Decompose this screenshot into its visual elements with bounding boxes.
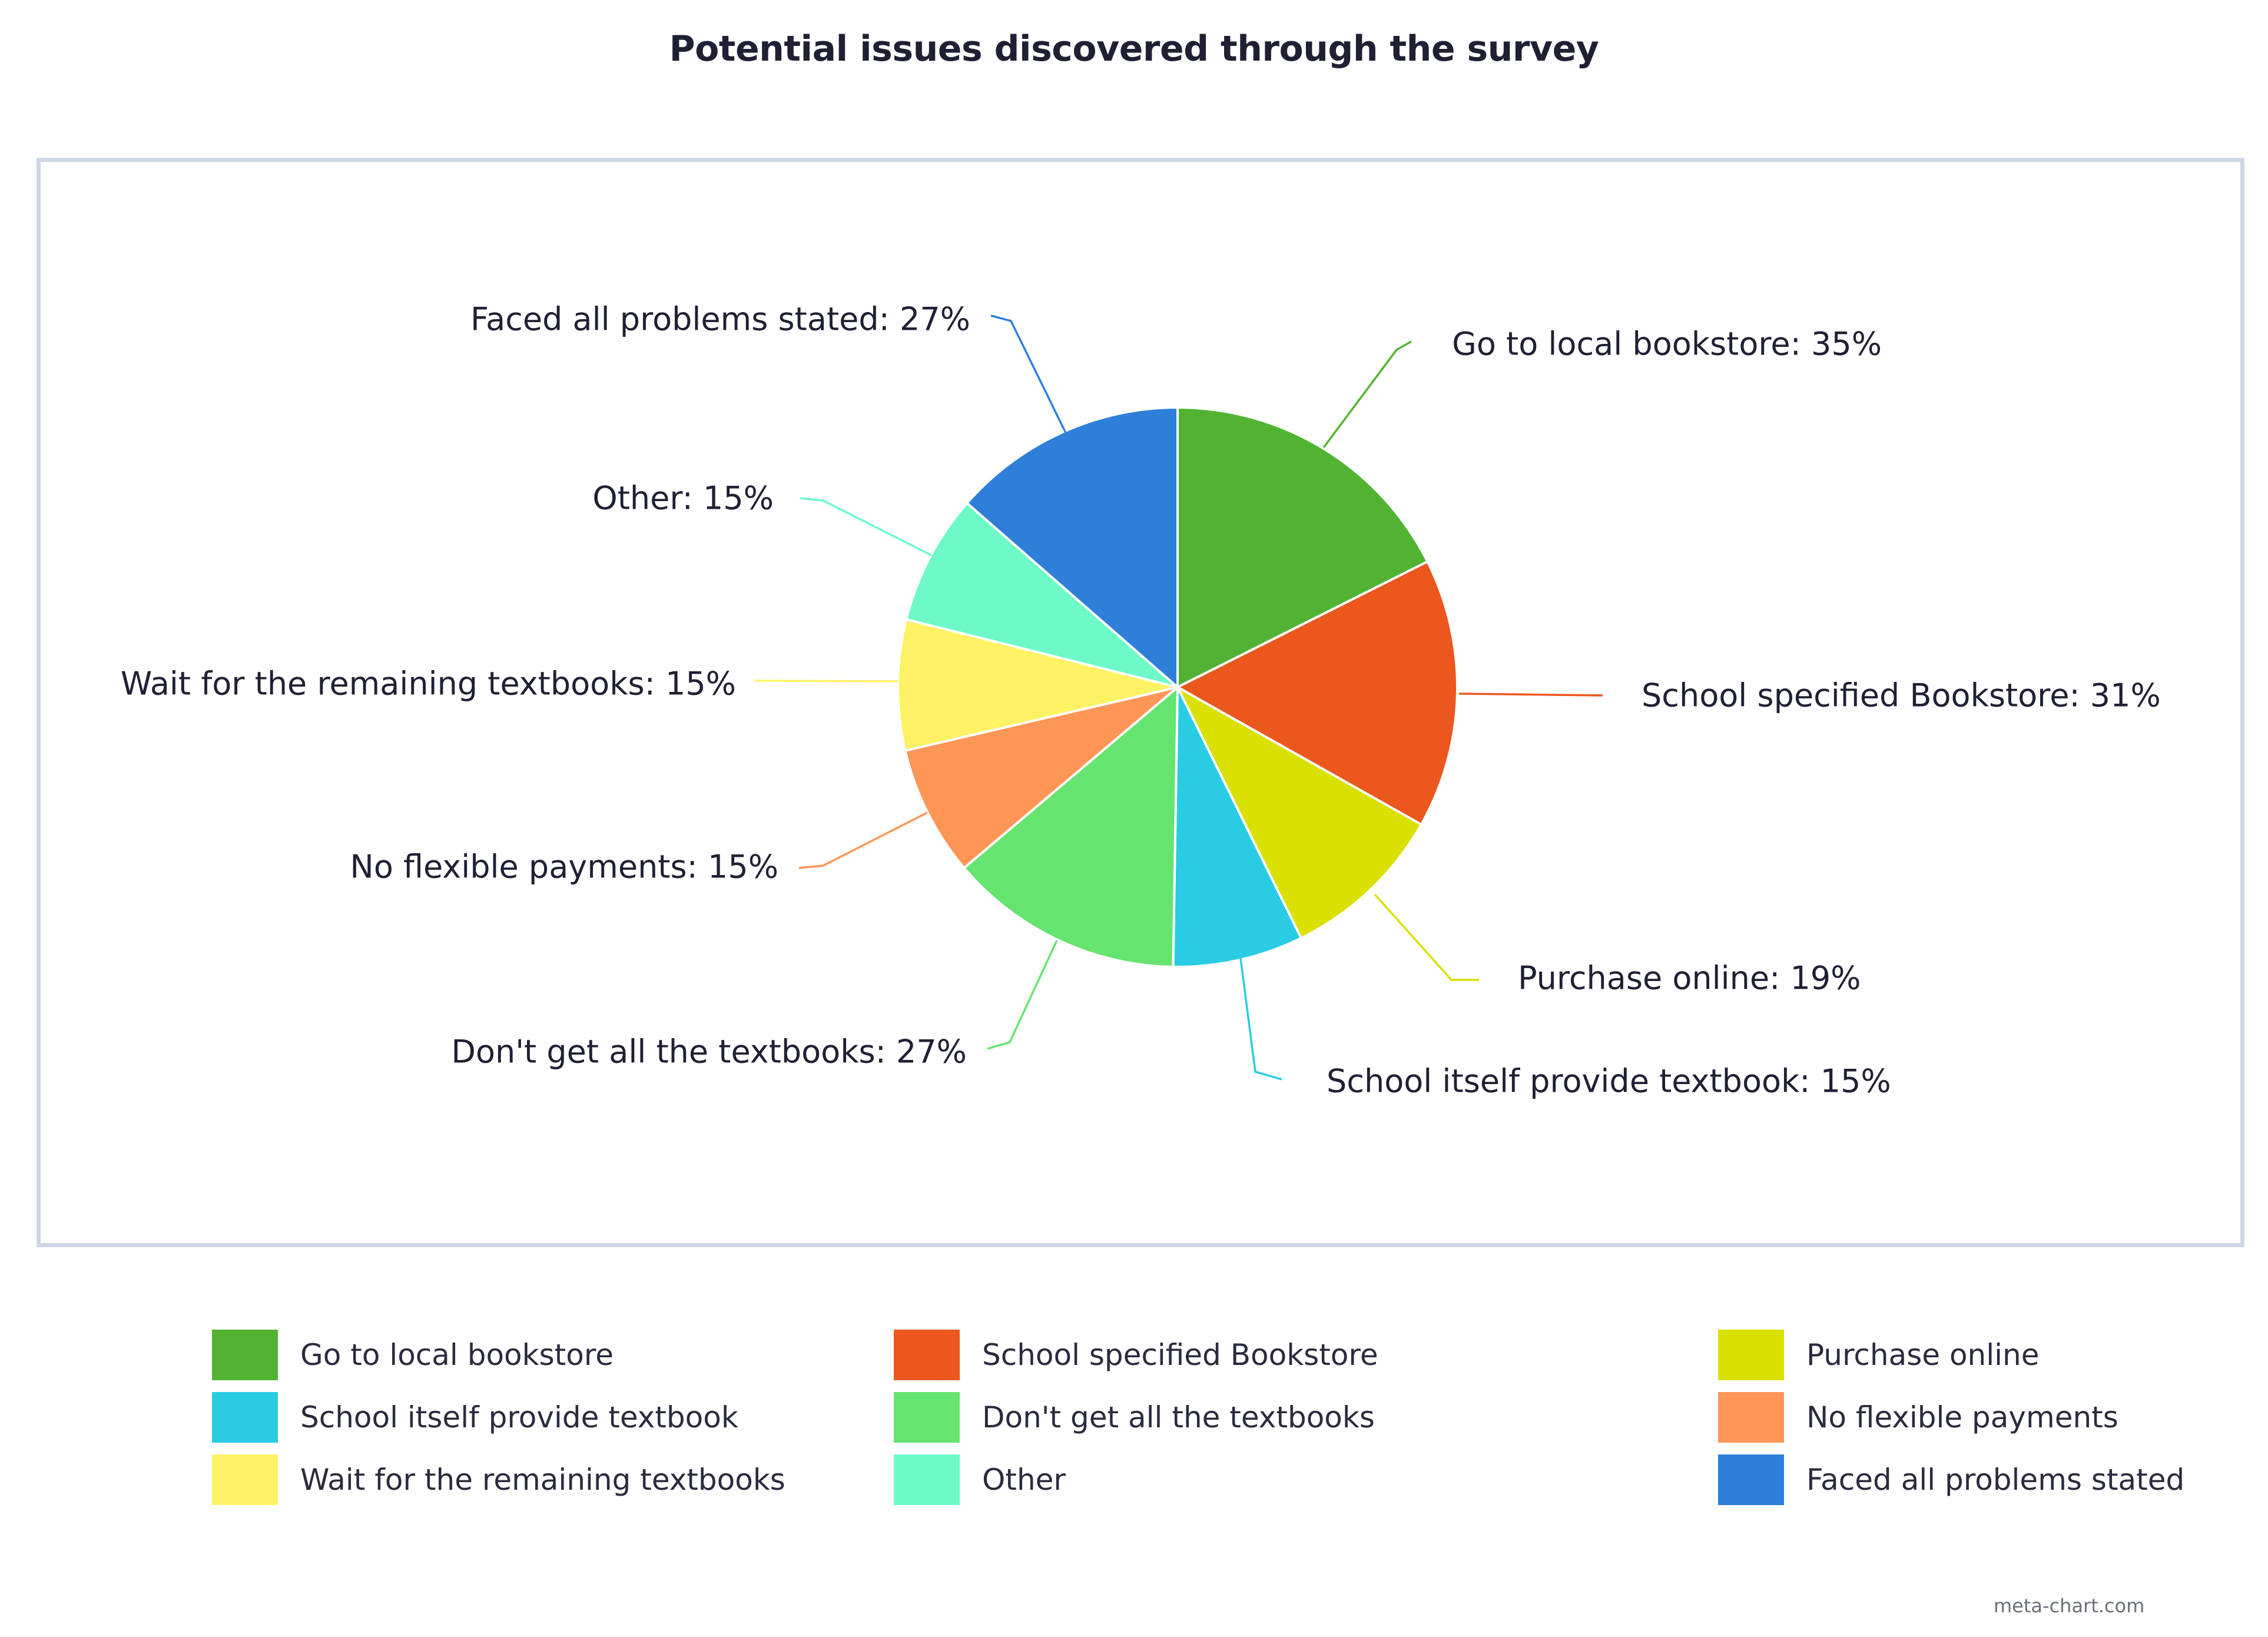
slice-data-label: School itself provide textbook: 15% — [1327, 1063, 1891, 1100]
pie-slice — [965, 406, 1179, 690]
pie-slice — [1175, 560, 1458, 826]
credit-text: meta-chart.com — [1994, 1595, 2145, 1617]
slice-data-label: No flexible payments: 15% — [350, 849, 778, 886]
leader-line — [987, 940, 1058, 1050]
pie-slice — [1172, 687, 1303, 968]
plot-frame — [37, 158, 2244, 1247]
slice-data-label: Faced all problems stated: 27% — [470, 301, 970, 338]
pie-slice — [1175, 684, 1423, 940]
leader-line — [990, 314, 1067, 433]
pie-slice — [897, 618, 1178, 753]
pie-slice — [962, 684, 1179, 968]
pie-slice — [904, 501, 1179, 688]
slice-data-label: Other: 15% — [592, 480, 774, 517]
chart-title: Potential issues discovered through the … — [669, 28, 1599, 69]
slice-data-label: Don't get all the textbooks: 27% — [451, 1033, 967, 1071]
leader-line — [1239, 957, 1282, 1081]
leader-line — [1458, 692, 1603, 697]
slice-data-label: Go to local bookstore: 35% — [1452, 326, 1882, 363]
slice-data-label: School specified Bookstore: 31% — [1642, 677, 2161, 714]
slice-data-label: Purchase online: 19% — [1518, 960, 1861, 997]
leader-line — [800, 497, 932, 556]
leader-line — [798, 811, 928, 869]
leader-line — [1374, 893, 1479, 981]
pie-slice — [1176, 406, 1430, 690]
slice-data-label: Wait for the remaining textbooks: 15% — [121, 665, 736, 702]
pie-slice — [903, 686, 1179, 870]
leader-line — [1322, 340, 1412, 449]
